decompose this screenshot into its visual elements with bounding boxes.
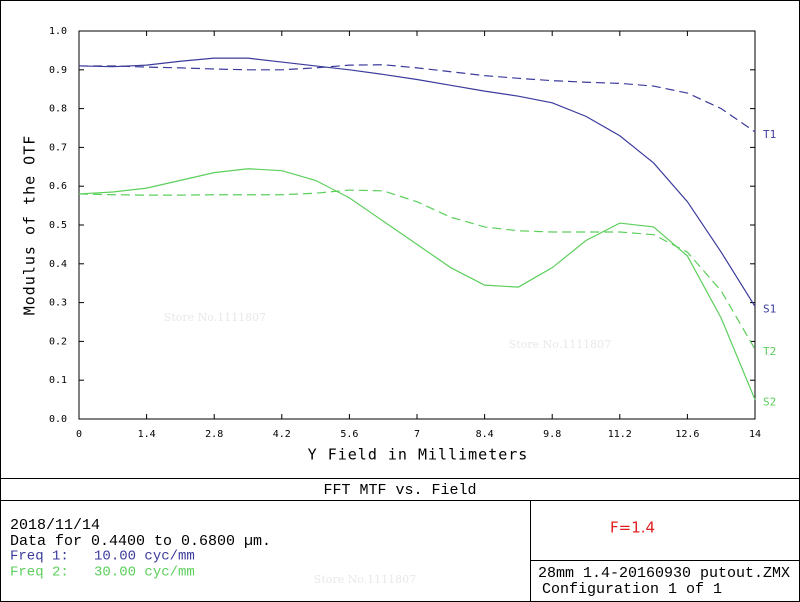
y-tick-label: 0.4 (49, 259, 67, 270)
y-tick-label: 0.2 (49, 336, 67, 347)
x-tick-label: 1.4 (138, 429, 156, 440)
panel-title: FFT MTF vs. Field (323, 482, 476, 499)
x-tick-label: 14 (749, 429, 761, 440)
series-label: S2 (763, 396, 776, 409)
configuration: Configuration 1 of 1 (542, 581, 722, 598)
y-tick-label: 0.8 (49, 104, 67, 115)
x-tick-label: 2.8 (205, 429, 223, 440)
x-tick-label: 0 (76, 429, 82, 440)
y-tick-label: 0.3 (49, 298, 67, 309)
x-axis-label: Y Field in Millimeters (308, 446, 529, 464)
f-number: F=1.4 (610, 519, 655, 537)
x-tick-label: 4.2 (273, 429, 291, 440)
y-tick-label: 0.9 (49, 65, 67, 76)
series-label: S1 (763, 302, 776, 315)
watermark: Store No.1111807 (164, 311, 266, 324)
y-tick-label: 0.0 (49, 414, 67, 425)
watermark: Store No.1111807 (314, 573, 416, 586)
freq-2: Freq 2: 30.00 cyc/mm (10, 565, 195, 581)
plot-area (78, 30, 756, 420)
y-tick-label: 1.0 (49, 26, 67, 37)
x-tick-label: 7 (414, 429, 420, 440)
x-tick-label: 5.6 (340, 429, 358, 440)
series-line (78, 189, 756, 350)
series-line (78, 57, 756, 307)
series-line (79, 64, 756, 133)
watermark: Store No.1111807 (509, 338, 611, 351)
file-name: 28mm 1.4-20160930 putout.ZMX (538, 565, 790, 582)
y-tick-label: 0.6 (49, 181, 67, 192)
y-tick-label: 0.1 (49, 375, 67, 386)
x-tick-label: 11.2 (608, 429, 632, 440)
data-range: Data for 0.4400 to 0.6800 µm. (10, 533, 271, 550)
date: 2018/11/14 (10, 517, 100, 534)
series-label: T1 (763, 128, 776, 141)
y-axis-label: Modulus of the OTF (21, 135, 39, 316)
freq-1: Freq 1: 10.00 cyc/mm (10, 549, 195, 565)
series-label: T2 (763, 345, 776, 358)
x-tick-label: 9.8 (543, 429, 561, 440)
series-line (78, 168, 756, 400)
y-tick-label: 0.7 (49, 142, 67, 153)
x-tick-label: 12.6 (675, 429, 699, 440)
y-tick-label: 0.5 (49, 220, 67, 231)
x-tick-label: 8.4 (476, 429, 494, 440)
